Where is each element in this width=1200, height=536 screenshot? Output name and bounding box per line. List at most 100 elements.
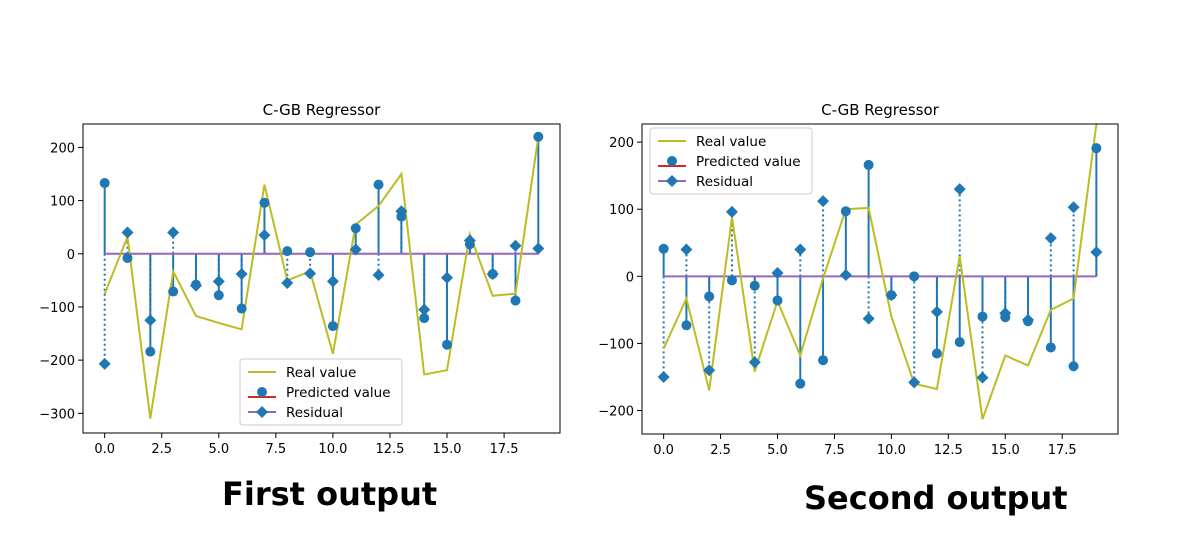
left-resid-point xyxy=(189,279,202,292)
right-ytick-label: 100 xyxy=(609,203,634,218)
right-xtick-label: 10.0 xyxy=(877,443,906,458)
left-pred-point xyxy=(122,253,133,264)
left-resid-point xyxy=(441,271,454,284)
right-legend-resid-label: Residual xyxy=(696,174,753,190)
left-legend-resid-label: Residual xyxy=(286,405,343,421)
left-xtick-label: 0.0 xyxy=(94,442,115,457)
left-xtick-label: 5.0 xyxy=(208,442,229,457)
left-resid-point xyxy=(258,229,271,242)
left-legend: Real value Predicted value Residual xyxy=(239,358,403,426)
chart-first-output: C-GB Regressor 0.0 2.5 5.0 7.5 10.0 12.5 15.0 17… xyxy=(39,101,561,513)
left-resid-point xyxy=(281,277,294,290)
left-resid-point xyxy=(326,275,339,288)
left-pred-point xyxy=(350,223,361,234)
right-resid-point xyxy=(748,356,761,369)
right-xtick-label: 7.5 xyxy=(824,443,845,458)
left-ytick-label: 200 xyxy=(50,141,75,156)
right-pred-point xyxy=(795,378,806,389)
left-resid-point xyxy=(418,303,431,316)
left-resid-point xyxy=(212,275,225,288)
right-pred-point xyxy=(863,159,874,170)
chart-second-output: C-GB Regressor 0.0 2.5 5.0 7.5 10.0 12.5 15.0 17… xyxy=(598,0,1200,536)
right-pred-point xyxy=(658,243,669,254)
left-resid-point xyxy=(167,226,180,239)
right-resid-point xyxy=(1090,246,1103,259)
right-resid-point xyxy=(839,268,852,281)
left-real-line xyxy=(103,136,540,419)
right-ytick-label: −200 xyxy=(598,405,634,420)
left-xtick-label: 17.5 xyxy=(490,442,519,457)
right-pred-point xyxy=(931,348,942,359)
left-legend-pred-label: Predicted value xyxy=(286,385,391,401)
left-axes-frame xyxy=(82,123,561,434)
right-ytick-label: −100 xyxy=(598,337,634,352)
right-ytick-label: 200 xyxy=(609,136,634,151)
left-xtick-label: 2.5 xyxy=(151,442,172,457)
right-legend: Real value Predicted value Residual xyxy=(649,127,813,195)
caption-second-output: Second output xyxy=(804,479,1068,517)
left-plot-area xyxy=(98,131,545,419)
right-ytick-label: 0 xyxy=(626,270,634,285)
right-xtick-label: 12.5 xyxy=(934,443,963,458)
right-resid-point xyxy=(1067,201,1080,214)
left-pred-point xyxy=(282,246,293,257)
right-resid-point xyxy=(999,307,1012,320)
right-pred-point xyxy=(681,320,692,331)
right-resid-point xyxy=(953,183,966,196)
left-resid-point xyxy=(304,267,317,280)
left-title: C-GB Regressor xyxy=(263,101,381,119)
left-resid-point xyxy=(395,205,408,218)
right-resid-point xyxy=(862,312,875,325)
caption-first-output: First output xyxy=(222,475,438,513)
right-pred-point xyxy=(977,311,988,322)
left-legend-real-label: Real value xyxy=(286,365,356,381)
right-pred-point xyxy=(726,275,737,286)
left-resid-point xyxy=(509,239,522,252)
right-pred-point xyxy=(818,355,829,366)
left-pred-point xyxy=(168,286,179,297)
right-legend-real-label: Real value xyxy=(696,134,766,150)
right-legend-box xyxy=(649,127,813,195)
right-legend-pred-label: Predicted value xyxy=(696,154,801,170)
left-resid-point xyxy=(98,357,111,370)
right-legend-pred-swatch xyxy=(667,156,677,166)
right-pred-point xyxy=(1091,143,1102,154)
left-xtick-label: 15.0 xyxy=(433,442,462,457)
right-legend-resid-swatch xyxy=(666,175,678,187)
chart-svg-right: C-GB Regressor 0.0 2.5 5.0 7.5 10.0 12.5 15.0 17… xyxy=(598,101,1119,458)
right-resid-point xyxy=(885,289,898,302)
right-pred-point xyxy=(954,337,965,348)
left-resid-point xyxy=(532,242,545,255)
left-resid-point xyxy=(372,269,385,282)
right-xtick-label: 17.5 xyxy=(1048,443,1077,458)
right-xtick-label: 5.0 xyxy=(767,443,788,458)
right-pred-point xyxy=(772,295,783,306)
left-pred-point xyxy=(442,339,453,350)
left-pred-point xyxy=(99,178,110,189)
right-xtick-label: 0.0 xyxy=(653,443,674,458)
left-xtick-label: 7.5 xyxy=(266,442,287,457)
right-real-line xyxy=(662,123,1098,420)
left-pred-point xyxy=(305,247,316,258)
left-pred-point xyxy=(510,295,521,306)
right-pred-point xyxy=(1045,342,1056,353)
right-xtick-label: 2.5 xyxy=(710,443,731,458)
left-resid-point xyxy=(463,234,476,247)
right-pred-point xyxy=(749,280,760,291)
right-resid-point xyxy=(794,243,807,256)
right-resid-point xyxy=(930,305,943,318)
left-resid-point xyxy=(349,243,362,256)
left-pred-point xyxy=(373,179,384,190)
right-resid-point xyxy=(680,243,693,256)
left-ytick-label: 100 xyxy=(50,195,75,210)
left-resid-point xyxy=(235,267,248,280)
right-resid-point xyxy=(1044,232,1057,245)
right-resid-point xyxy=(1022,313,1035,326)
right-pred-point xyxy=(909,271,920,282)
left-ytick-label: −200 xyxy=(39,354,75,369)
right-plot-area xyxy=(657,123,1103,420)
left-legend-box xyxy=(239,358,403,426)
left-legend-resid-swatch xyxy=(256,406,268,418)
left-xtick-label: 12.5 xyxy=(375,442,404,457)
right-resid-point xyxy=(703,364,716,377)
